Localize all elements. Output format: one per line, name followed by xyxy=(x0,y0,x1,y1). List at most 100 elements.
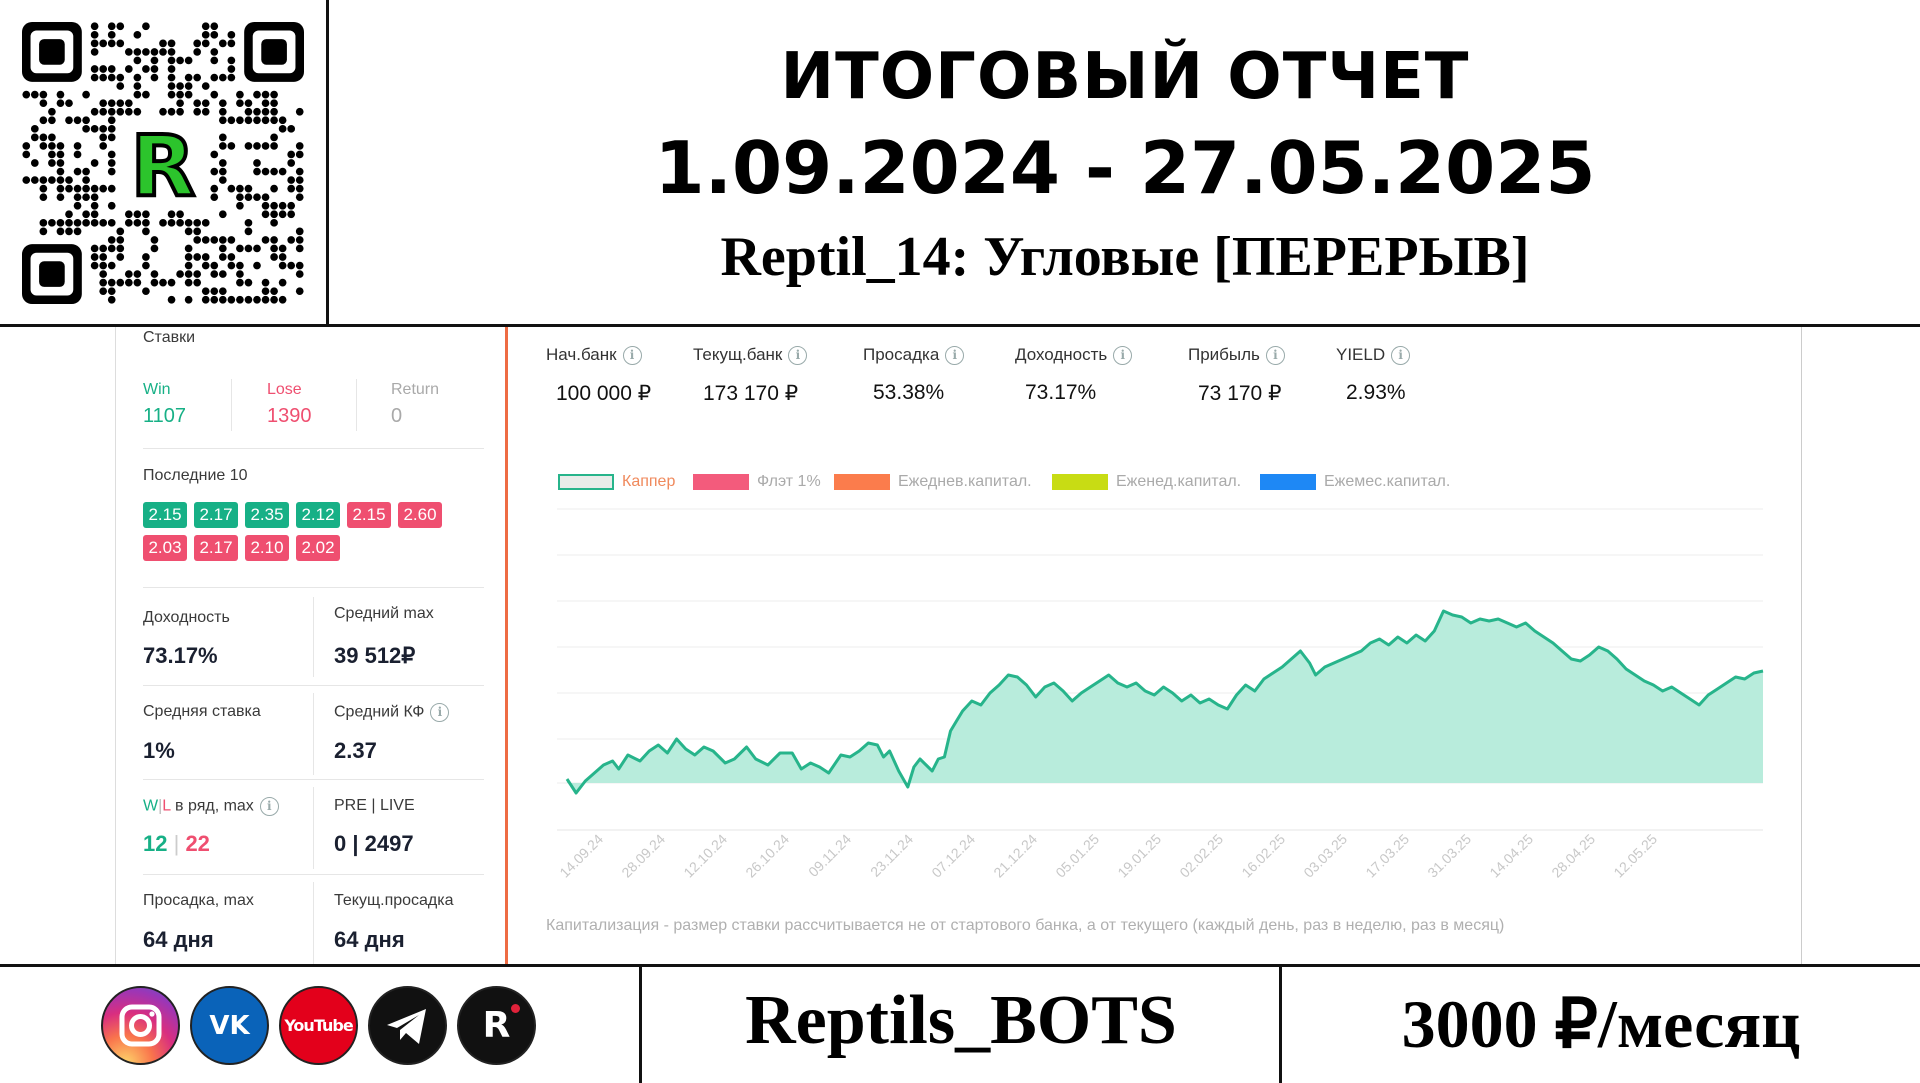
report-title: ИТОГОВЫЙ ОТЧЕТ xyxy=(780,40,1470,114)
x-tick-label: 09.11.24 xyxy=(805,831,854,880)
header: R ИТОГОВЫЙ ОТЧЕТ 1.09.2024 - 27.05.2025 … xyxy=(0,0,1920,327)
stat-label-text: Прибыль xyxy=(1188,345,1260,364)
report-subtitle: Reptil_14: Угловые [ПЕРЕРЫВ] xyxy=(720,226,1530,288)
info-icon[interactable]: i xyxy=(259,797,279,816)
x-tick-label: 12.05.25 xyxy=(1610,831,1660,881)
divider xyxy=(143,779,484,780)
x-tick-label: 14.09.24 xyxy=(556,831,606,881)
subscription-price: 3000 ₽/месяц xyxy=(1401,986,1801,1062)
vk-icon[interactable]: VK xyxy=(190,986,269,1065)
stat-label-text: Нач.банк xyxy=(546,345,617,364)
result-tag-lose: 2.15 xyxy=(347,502,391,528)
social-label: R xyxy=(482,1005,511,1046)
divider xyxy=(313,882,314,964)
win-label: Win xyxy=(143,381,171,398)
result-tag-lose: 2.10 xyxy=(245,535,289,561)
divider xyxy=(231,379,232,431)
stat-label: Текущ.банк i xyxy=(693,345,808,366)
drawdown-current-label: Текущ.просадка xyxy=(334,892,454,909)
x-tick-label: 26.10.24 xyxy=(742,831,792,881)
info-icon[interactable]: i xyxy=(1113,346,1133,366)
legend-label: Ежемес.капитал. xyxy=(1324,473,1451,490)
drawdown-max-value: 64 дня xyxy=(143,927,214,952)
pre-live-value: 0 | 2497 xyxy=(334,831,414,856)
youtube-icon[interactable]: YouTube xyxy=(279,986,358,1065)
series-line xyxy=(565,609,1764,795)
avg-kf-value: 2.37 xyxy=(334,738,377,763)
result-tag-win: 2.35 xyxy=(245,502,289,528)
x-tick-label: 21.12.24 xyxy=(990,831,1040,881)
legend-swatch xyxy=(1260,474,1316,490)
info-icon[interactable]: i xyxy=(945,346,965,366)
x-tick-label: 16.02.25 xyxy=(1238,831,1288,881)
r-logo-dot xyxy=(511,1004,520,1013)
divider xyxy=(143,874,484,875)
stat-value: 2.93% xyxy=(1346,381,1406,404)
wl-sep-value: | xyxy=(167,831,186,856)
return-label: Return xyxy=(391,381,440,398)
avg-max-label: Средний max xyxy=(334,605,434,622)
telegram-icon[interactable] xyxy=(368,986,447,1065)
info-icon[interactable]: i xyxy=(788,346,808,366)
social-label: VK xyxy=(209,1010,250,1041)
info-icon[interactable]: i xyxy=(622,346,642,366)
result-tag-win: 2.17 xyxy=(194,502,238,528)
instagram-icon[interactable] xyxy=(101,986,180,1065)
stat-label: Прибыль i xyxy=(1188,345,1285,366)
wl-l-letter: L xyxy=(162,797,171,815)
instagram-glyph xyxy=(119,1004,162,1047)
wl-w-value: 12 xyxy=(143,831,168,856)
footer-divider xyxy=(1279,967,1282,1083)
legend-label: Еженед.капитал. xyxy=(1116,473,1242,490)
x-tick-label: 05.01.25 xyxy=(1052,831,1102,881)
stat-value: 100 000 ₽ xyxy=(556,382,652,405)
r-icon[interactable]: R xyxy=(457,986,536,1065)
info-icon[interactable]: i xyxy=(1265,346,1285,366)
avg-stake-value: 1% xyxy=(143,738,175,763)
wl-sep: | xyxy=(158,797,163,815)
series-area xyxy=(567,611,1763,793)
stat-value: 173 170 ₽ xyxy=(703,382,799,405)
qr-code[interactable]: R xyxy=(22,22,304,304)
avg-kf-label: Средний КФ i xyxy=(334,703,450,722)
report-dates: 1.09.2024 - 27.05.2025 xyxy=(654,126,1596,210)
stat-label-text: YIELD xyxy=(1336,345,1386,364)
x-tick-label: 19.01.25 xyxy=(1114,831,1164,881)
bets-summary-card: Ставки Win 1107 Lose 1390 Return 0 После… xyxy=(115,327,508,964)
x-tick-label: 17.03.25 xyxy=(1362,831,1412,881)
info-icon[interactable]: i xyxy=(430,703,450,722)
avg-kf-label-text: Средний КФ xyxy=(334,703,425,721)
divider xyxy=(313,597,314,677)
win-count: 1107 xyxy=(143,405,187,427)
drawdown-max-label: Просадка, max xyxy=(143,892,254,909)
bank-chart: 14.09.24 28.09.24 12.10.24 26.10.24 09.11.24… xyxy=(546,508,1764,934)
divider xyxy=(143,685,484,686)
stats-panel: Ставки Win 1107 Lose 1390 Return 0 После… xyxy=(0,327,1920,964)
capitalization-note: Капитализация - размер ставки рассчитыва… xyxy=(546,917,1504,934)
x-axis-ticks: 14.09.24 28.09.24 12.10.24 26.10.24 09.11.24… xyxy=(556,831,1660,881)
x-tick-label: 03.03.25 xyxy=(1300,831,1350,881)
legend-label: Флэт 1% xyxy=(757,473,821,490)
legend-label: Ежеднев.капитал. xyxy=(898,473,1032,490)
result-tag-win: 2.15 xyxy=(143,502,187,528)
legend-swatch xyxy=(834,474,890,490)
divider xyxy=(143,448,484,449)
legend-swatch xyxy=(1052,474,1108,490)
result-tag-lose: 2.03 xyxy=(143,535,187,561)
x-tick-label: 14.04.25 xyxy=(1486,831,1536,881)
footer-divider xyxy=(639,967,642,1083)
wl-rest: в ряд, max xyxy=(170,797,254,815)
result-tag-lose: 2.17 xyxy=(194,535,238,561)
wl-streak-value: 12 | 22 xyxy=(143,831,210,857)
x-tick-label: 28.09.24 xyxy=(618,831,668,881)
stat-label-text: Доходность xyxy=(1015,345,1108,364)
info-icon[interactable]: i xyxy=(1391,346,1411,366)
result-tag-lose: 2.60 xyxy=(398,502,442,528)
lose-count: 1390 xyxy=(267,405,312,427)
qr-logo: R xyxy=(131,117,196,215)
result-tag-lose: 2.02 xyxy=(296,535,340,561)
x-tick-label: 28.04.25 xyxy=(1548,831,1598,881)
bots-name: Reptils_BOTS xyxy=(745,982,1177,1059)
x-tick-label: 02.02.25 xyxy=(1176,831,1226,881)
avg-stake-label: Средняя ставка xyxy=(143,703,261,720)
